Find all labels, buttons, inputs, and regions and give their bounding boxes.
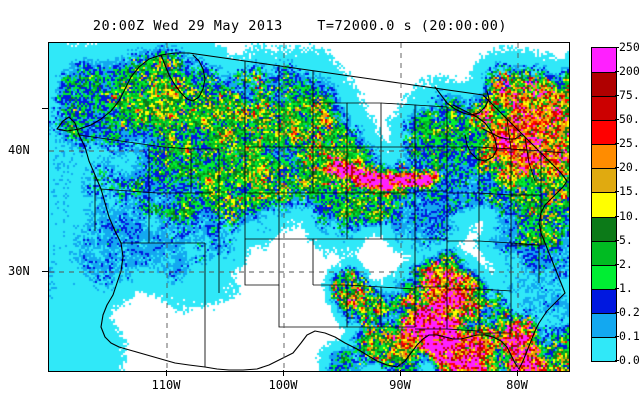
colorbar-band [592, 240, 616, 265]
colorbar-tick [615, 263, 619, 265]
colorbar-tick-label: 25. [619, 136, 640, 151]
colorbar-tick-label: 10. [619, 208, 640, 223]
colorbar-tick [615, 215, 619, 217]
colorbar-tick [615, 95, 619, 97]
colorbar-tick-label: 50. [619, 112, 640, 127]
colorbar-tick [615, 287, 619, 289]
colorbar-divider [592, 72, 616, 74]
x-tick-100w [283, 370, 284, 376]
colorbar-tick [615, 335, 619, 337]
y-tick-30n [42, 271, 48, 272]
colorbar-band [592, 168, 616, 193]
colorbar-tick-label: 0.10 [619, 328, 640, 343]
x-axis-label-110w: 110W [151, 378, 181, 392]
page-title: 20:00Z Wed 29 May 2013 T=72000.0 s (20:0… [92, 18, 508, 34]
colorbar-tick-label: 2. [619, 256, 633, 271]
x-tick-90w [400, 370, 401, 376]
colorbar-divider [592, 96, 616, 98]
x-axis-label-90w: 90W [389, 378, 411, 392]
colorbar-band [592, 312, 616, 337]
x-tick-80w [517, 370, 518, 376]
colorbar-tick [615, 360, 619, 361]
colorbar-tick-label: 5. [619, 232, 633, 247]
colorbar-band [592, 48, 616, 73]
colorbar-band [592, 336, 616, 361]
colorbar-divider [592, 120, 616, 122]
x-tick-110w [166, 370, 167, 376]
colorbar-tick-label: 200. [619, 64, 640, 79]
colorbar-band [592, 144, 616, 169]
colorbar-band [592, 72, 616, 97]
colorbar-tick [615, 119, 619, 121]
precipitation-map-plot [48, 42, 570, 372]
colorbar-tick-label: 0.01 [619, 353, 640, 367]
colorbar-tick [615, 311, 619, 313]
colorbar-tick-label: 20. [619, 160, 640, 175]
colorbar-band [592, 120, 616, 145]
colorbar-band [592, 216, 616, 241]
colorbar [591, 47, 617, 362]
colorbar-divider [592, 192, 616, 194]
x-axis-label-100w: 100W [268, 378, 298, 392]
colorbar-tick [615, 239, 619, 241]
colorbar-divider [592, 240, 616, 242]
colorbar-divider [592, 288, 616, 290]
colorbar-tick-label: 0.25 [619, 304, 640, 319]
colorbar-tick [615, 167, 619, 169]
y-axis-label-40n: 40N [8, 143, 30, 157]
colorbar-tick [615, 47, 619, 48]
colorbar-divider [592, 216, 616, 218]
colorbar-tick [615, 143, 619, 145]
colorbar-band [592, 264, 616, 289]
colorbar-tick-label: 15. [619, 184, 640, 199]
colorbar-tick-label: 75. [619, 88, 640, 103]
colorbar-tick-label: 1. [619, 280, 633, 295]
y-axis-label-30n: 30N [8, 264, 30, 278]
colorbar-divider [592, 168, 616, 170]
colorbar-band [592, 192, 616, 217]
y-tick-40n [42, 108, 48, 109]
colorbar-tick-label: 250. [619, 40, 640, 54]
colorbar-divider [592, 144, 616, 146]
colorbar-tick [615, 191, 619, 193]
x-axis-label-80w: 80W [506, 378, 528, 392]
colorbar-band [592, 96, 616, 121]
colorbar-tick [615, 71, 619, 73]
colorbar-band [592, 288, 616, 313]
colorbar-divider [592, 312, 616, 314]
precipitation-field [49, 43, 569, 371]
colorbar-divider [592, 336, 616, 338]
colorbar-divider [592, 264, 616, 266]
